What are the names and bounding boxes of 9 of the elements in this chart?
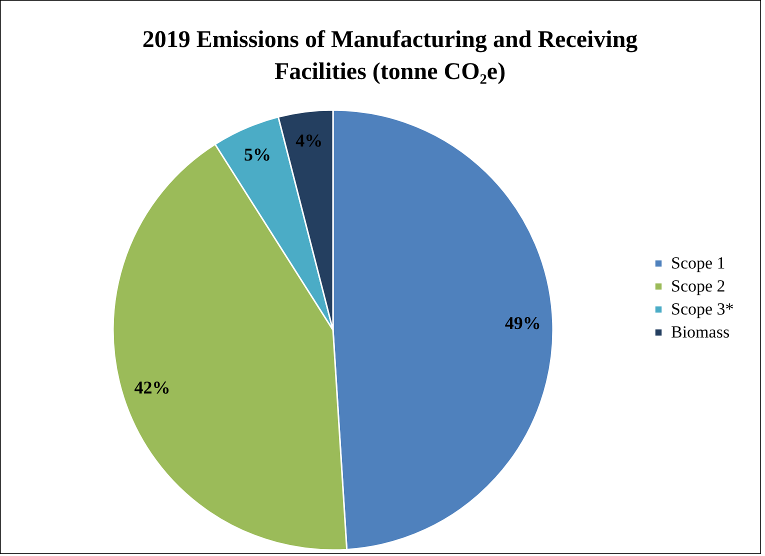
chart-title: 2019 Emissions of Manufacturing and Receiving Facilities (tonne CO₂e) (142, 27, 638, 85)
legend-label: Biomass (671, 322, 730, 342)
data-label: 4% (296, 130, 323, 150)
legend-label: Scope 3* (671, 300, 734, 318)
legend-label: Scope 1 (671, 254, 726, 272)
data-label: 5% (244, 144, 272, 165)
data-label: 42% (134, 378, 170, 398)
data-label: 49% (504, 313, 541, 334)
legend-label: Scope 2 (671, 276, 726, 296)
